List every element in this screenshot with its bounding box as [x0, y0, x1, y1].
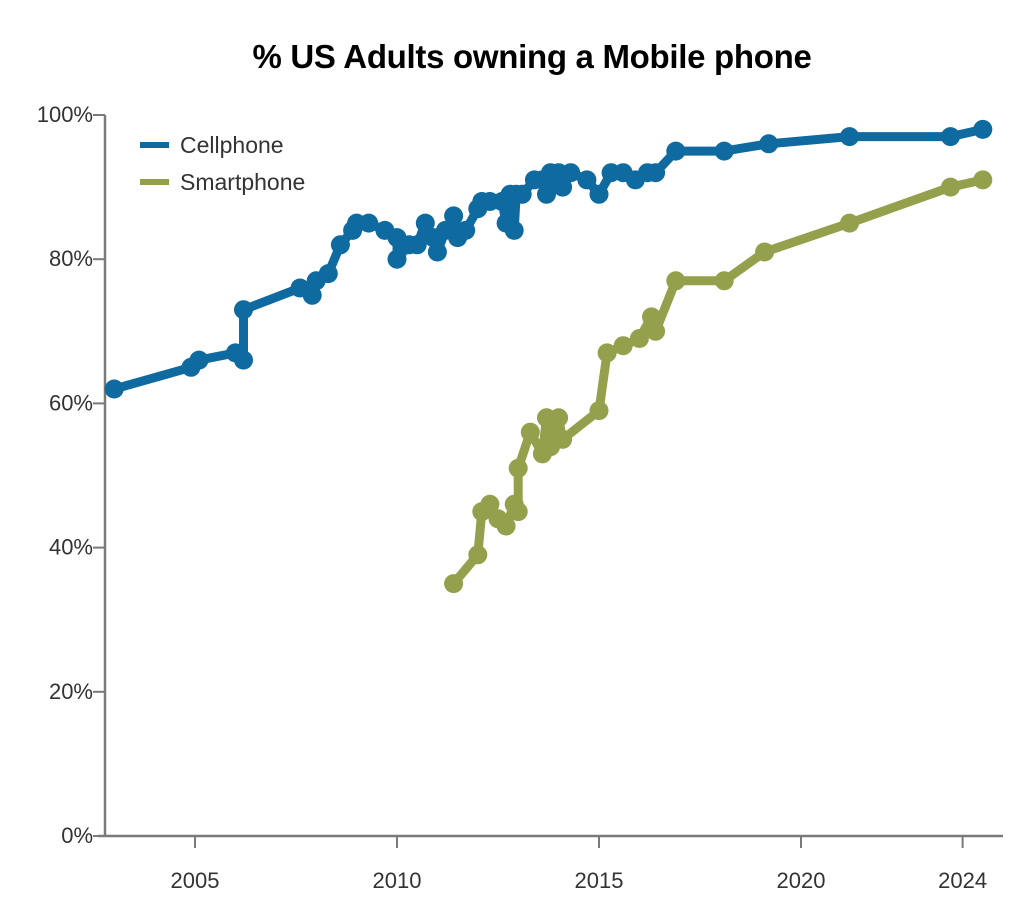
data-point	[496, 516, 516, 536]
data-point	[553, 429, 573, 449]
y-tick-label: 80%	[49, 246, 93, 271]
data-point	[714, 141, 734, 161]
data-point	[646, 163, 666, 183]
data-point	[629, 329, 649, 348]
data-point	[973, 119, 993, 139]
data-point	[512, 184, 532, 204]
data-point	[666, 141, 686, 161]
legend-label: Cellphone	[180, 132, 284, 158]
data-point	[189, 350, 209, 370]
data-point	[302, 285, 322, 305]
data-point	[613, 336, 633, 356]
data-point	[444, 206, 464, 226]
y-tick-label: 0%	[61, 823, 93, 848]
data-point	[456, 220, 476, 240]
data-point	[589, 401, 609, 421]
legend-label: Smartphone	[180, 169, 305, 195]
chart-title: % US Adults owning a Mobile phone	[252, 38, 812, 75]
x-tick-label: 2024	[938, 868, 987, 893]
data-point	[597, 343, 617, 363]
data-point	[504, 220, 524, 240]
data-point	[415, 213, 435, 233]
data-point	[508, 458, 528, 478]
data-point	[714, 271, 734, 291]
data-point	[646, 321, 666, 341]
data-point	[840, 127, 859, 147]
legend: Cellphone Smartphone	[140, 132, 305, 195]
data-point	[234, 300, 253, 320]
axes: 0% 20% 40% 60% 80% 100% 2005 2010 2015 2020 2024	[37, 102, 1003, 893]
data-point	[755, 242, 775, 262]
data-point	[549, 408, 569, 428]
data-point	[537, 184, 556, 204]
data-point	[642, 307, 661, 327]
data-point	[759, 134, 779, 154]
data-point	[941, 127, 960, 147]
data-point	[520, 422, 540, 442]
data-point	[840, 213, 859, 233]
series-layer	[104, 119, 993, 594]
data-point	[941, 177, 960, 197]
data-point	[234, 350, 253, 370]
series-line	[449, 175, 988, 589]
data-point	[359, 213, 379, 233]
data-point	[480, 494, 500, 514]
data-point	[427, 242, 447, 262]
data-point	[104, 379, 124, 399]
data-point	[508, 502, 528, 522]
y-tick-label: 40%	[49, 535, 93, 560]
data-point	[553, 177, 573, 197]
data-point	[666, 271, 686, 291]
x-tick-label: 2010	[373, 868, 422, 893]
y-tick-label: 60%	[49, 390, 93, 415]
data-point	[407, 235, 427, 255]
x-tick-label: 2005	[171, 868, 220, 893]
data-point	[318, 264, 338, 284]
data-point	[577, 170, 597, 190]
data-point	[387, 249, 407, 269]
series-smartphone	[444, 170, 993, 594]
data-point	[330, 235, 350, 255]
data-point	[589, 184, 609, 204]
x-tick-label: 2015	[575, 868, 624, 893]
data-point	[561, 163, 581, 183]
x-tick-label: 2020	[777, 868, 826, 893]
y-tick-label: 20%	[49, 679, 93, 704]
data-point	[973, 170, 993, 190]
data-point	[444, 574, 464, 594]
data-point	[468, 545, 488, 565]
y-tick-label: 100%	[37, 102, 93, 127]
series-cellphone	[104, 119, 993, 399]
